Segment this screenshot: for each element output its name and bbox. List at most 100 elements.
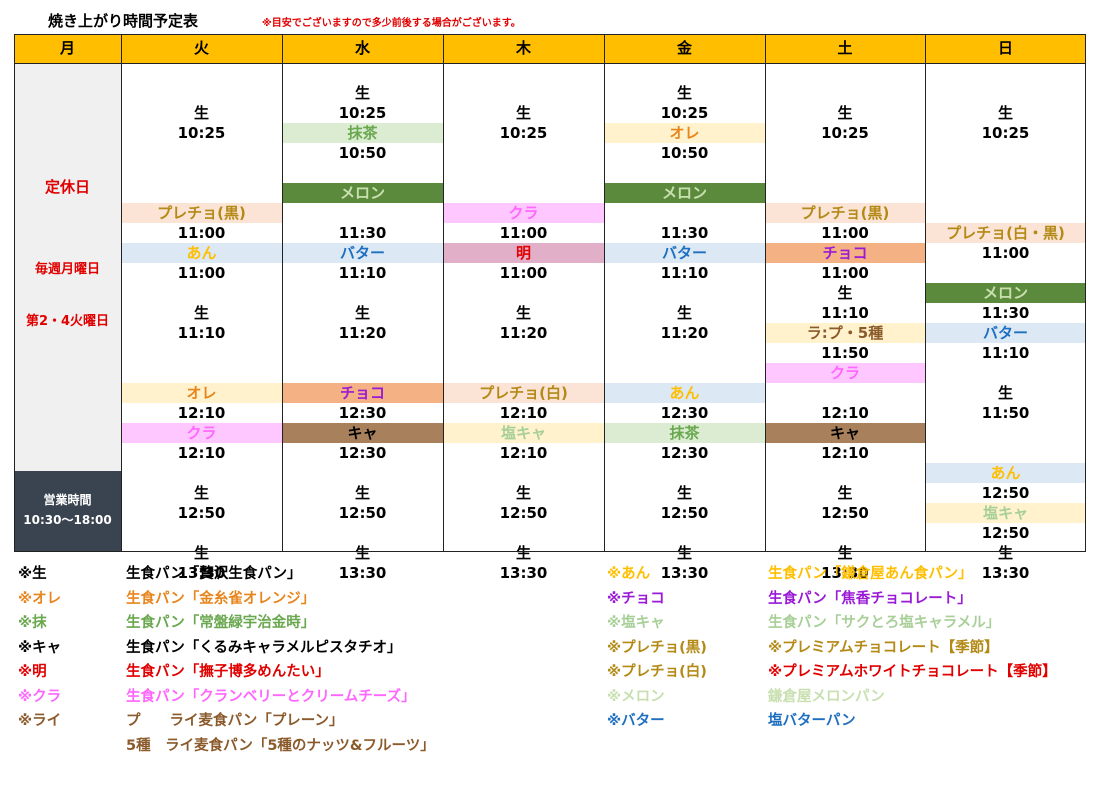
legend-abbr: ※生 bbox=[18, 566, 47, 582]
bread-label: 生 bbox=[837, 284, 853, 302]
bake-time: 12:10 bbox=[821, 404, 869, 422]
bread-label: 生 bbox=[354, 544, 370, 562]
legend-desc: 塩バターパン bbox=[768, 713, 856, 729]
grid-vline bbox=[1085, 34, 1086, 552]
bread-label: 生 bbox=[997, 384, 1013, 402]
legend-desc: 生食パン「くるみキャラメルピスタチオ」 bbox=[126, 639, 402, 656]
bread-label: 生 bbox=[837, 104, 853, 122]
bread-label: 生 bbox=[193, 484, 209, 502]
legend-abbr: ※プレチョ(白) bbox=[607, 664, 707, 680]
bread-label: オレ bbox=[669, 124, 700, 142]
bread-band bbox=[925, 223, 1086, 243]
page-title: 焼き上がり時間予定表 bbox=[48, 12, 199, 30]
closed-day-label: 定休日 bbox=[44, 178, 90, 196]
legend-abbr: ※クラ bbox=[18, 688, 62, 705]
grid-vline bbox=[925, 34, 926, 552]
bread-label: チョコ bbox=[822, 244, 868, 262]
bake-time: 12:50 bbox=[821, 504, 869, 522]
bread-label: キャ bbox=[829, 424, 860, 442]
bread-band bbox=[604, 123, 765, 143]
bake-time: 11:00 bbox=[177, 224, 226, 242]
day-header-0: 月 bbox=[14, 34, 121, 63]
legend-desc: ※プレミアムチョコレート【季節】 bbox=[768, 639, 999, 656]
bread-label: ラ:プ・5種 bbox=[806, 324, 884, 342]
bread-label: 塩キャ bbox=[500, 424, 546, 442]
bread-label: 生 bbox=[193, 304, 209, 322]
grid-vline bbox=[765, 34, 766, 552]
bread-label: あん bbox=[669, 384, 700, 402]
bake-time: 13:30 bbox=[660, 564, 709, 582]
bread-band bbox=[925, 503, 1086, 523]
bread-label: クラ bbox=[186, 424, 217, 442]
bread-label: プレチョ(黒) bbox=[157, 204, 246, 222]
bread-label: 抹茶 bbox=[347, 124, 378, 142]
bread-band bbox=[925, 283, 1086, 303]
bake-time: 12:50 bbox=[981, 484, 1030, 502]
bread-label: 生 bbox=[515, 304, 531, 322]
bread-label: 明 bbox=[515, 244, 531, 262]
bread-label: 生 bbox=[354, 484, 370, 502]
grid-hline bbox=[14, 63, 1086, 64]
bake-time: 11:10 bbox=[338, 264, 387, 282]
bake-time: 10:25 bbox=[338, 104, 387, 122]
bake-time: 12:10 bbox=[499, 404, 548, 422]
bake-time: 10:25 bbox=[499, 124, 548, 142]
day-header-6: 日 bbox=[925, 34, 1086, 63]
bread-label: 生 bbox=[515, 484, 531, 502]
bake-time: 13:30 bbox=[338, 564, 387, 582]
bread-label: メロン bbox=[661, 184, 707, 202]
legend-abbr: ※塩キャ bbox=[607, 615, 665, 631]
legend-desc: 5種 ライ麦食パン「5種のナッツ&フルーツ」 bbox=[126, 737, 435, 754]
bake-time: 12:50 bbox=[981, 524, 1030, 542]
bake-time: 10:25 bbox=[981, 124, 1030, 142]
bread-label: 生 bbox=[354, 304, 370, 322]
bake-time: 12:50 bbox=[660, 504, 709, 522]
bake-time: 11:00 bbox=[499, 224, 548, 242]
bread-label: バター bbox=[982, 324, 1028, 342]
bread-band bbox=[925, 323, 1086, 343]
bake-time: 11:10 bbox=[981, 344, 1030, 362]
bread-band bbox=[765, 243, 925, 263]
business-hours-cell bbox=[14, 471, 121, 552]
bread-label: 生 bbox=[193, 544, 209, 562]
grid-hline bbox=[14, 34, 1086, 35]
bake-time: 12:10 bbox=[177, 444, 226, 462]
bread-label: 生 bbox=[515, 104, 531, 122]
bread-label: 生 bbox=[676, 304, 692, 322]
bake-time: 13:30 bbox=[499, 564, 548, 582]
bake-time: 13:30 bbox=[177, 564, 226, 582]
bake-time: 11:30 bbox=[338, 224, 387, 242]
bread-band bbox=[121, 423, 282, 443]
bake-time: 10:25 bbox=[821, 124, 869, 142]
legend-abbr: ※チョコ bbox=[607, 590, 665, 607]
legend-desc: 生食パン「クランベリーとクリームチーズ」 bbox=[126, 688, 416, 705]
bake-time: 11:50 bbox=[981, 404, 1030, 422]
bake-time: 13:30 bbox=[981, 564, 1030, 582]
bake-time: 11:50 bbox=[821, 344, 869, 362]
bread-label: チョコ bbox=[339, 384, 385, 402]
bread-band bbox=[282, 123, 443, 143]
bread-label: メロン bbox=[339, 184, 385, 202]
bake-time: 13:30 bbox=[821, 564, 869, 582]
legend-abbr: ※キャ bbox=[18, 639, 62, 656]
legend-desc: 生食パン「焦香チョコレート」 bbox=[768, 590, 972, 607]
bake-time: 11:00 bbox=[981, 244, 1030, 262]
bake-time: 11:00 bbox=[499, 264, 548, 282]
disclaimer-note: ※目安でございますので多少前後する場合がございます。 bbox=[262, 18, 521, 29]
legend-abbr: ※バター bbox=[607, 713, 665, 729]
bread-label: 生 bbox=[515, 544, 531, 562]
bread-band bbox=[604, 183, 765, 203]
bread-label: キャ bbox=[347, 424, 378, 442]
legend-desc: ※プレミアムホワイトチョコレート【季節】 bbox=[768, 664, 1057, 680]
weekly-monday-label: 毎週月曜日 bbox=[34, 262, 100, 277]
bread-label: 生 bbox=[676, 544, 692, 562]
bread-label: クラ bbox=[829, 364, 860, 382]
bake-time: 11:00 bbox=[177, 264, 226, 282]
legend-desc: 生食パン「金糸雀オレンジ」 bbox=[126, 590, 316, 607]
grid-hline bbox=[14, 551, 1086, 552]
bake-time: 11:20 bbox=[660, 324, 709, 342]
bake-time: 12:50 bbox=[499, 504, 548, 522]
legend-abbr: ※明 bbox=[18, 664, 47, 680]
day-header-5: 土 bbox=[765, 34, 925, 63]
bread-label: 生 bbox=[676, 484, 692, 502]
